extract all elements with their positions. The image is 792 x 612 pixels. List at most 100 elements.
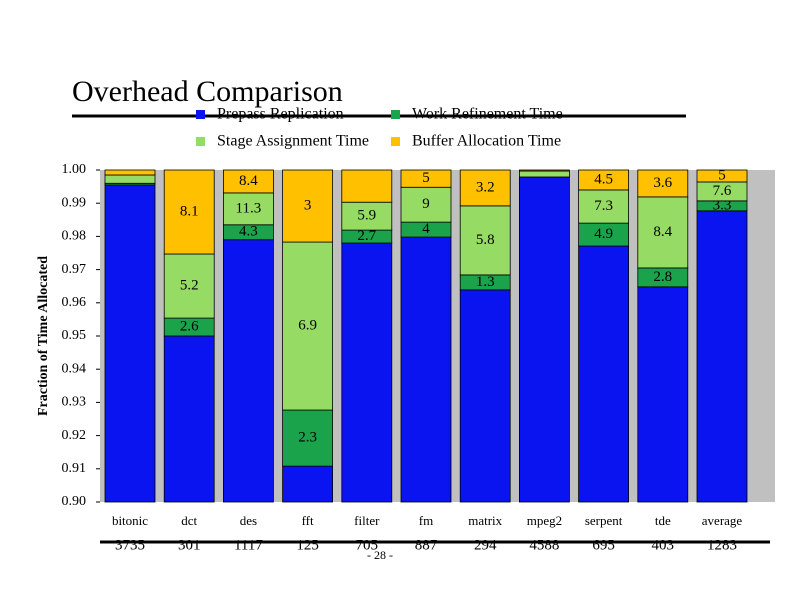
x-tick-label: fft xyxy=(302,513,314,528)
bar-segment xyxy=(696,210,748,503)
bottom-value: 403 xyxy=(652,537,675,553)
bar-segment xyxy=(282,241,334,411)
bar-segment xyxy=(459,205,511,276)
segment-label: 5.8 xyxy=(476,232,495,248)
legend-swatch xyxy=(391,110,400,119)
bar-segment xyxy=(578,189,629,224)
segment-label: 6.9 xyxy=(298,317,317,333)
segment-label: 5.9 xyxy=(357,208,376,224)
x-tick-label: average xyxy=(702,513,743,528)
bar-segment xyxy=(104,184,156,503)
bottom-value: 4588 xyxy=(529,537,559,553)
legend-label: Prepass Replication xyxy=(217,106,344,123)
bar-segment xyxy=(400,236,452,503)
y-axis-label: Fraction of Time Allocated xyxy=(36,256,51,416)
bar-segment xyxy=(637,169,689,198)
bar-segment xyxy=(104,174,156,184)
bar-segment xyxy=(341,169,393,203)
x-tick-label: bitonic xyxy=(112,513,148,528)
bar-segment xyxy=(519,170,570,178)
y-tick-label: 0.96 xyxy=(62,295,87,310)
legend-swatch xyxy=(196,137,205,146)
segment-label: 7.6 xyxy=(713,183,732,199)
y-tick-label: 0.99 xyxy=(62,195,87,210)
bottom-value: 294 xyxy=(474,537,497,553)
segment-label: 3 xyxy=(304,197,312,213)
bottom-value: 1117 xyxy=(234,537,263,553)
bar-segment xyxy=(282,409,334,467)
bar-segment xyxy=(519,169,570,172)
bar-segment xyxy=(578,245,629,503)
bar-segment xyxy=(282,465,334,503)
y-tick-label: 0.95 xyxy=(62,328,87,343)
segment-label: 7.3 xyxy=(594,198,613,214)
segment-label: 4 xyxy=(422,221,430,237)
bar-segment xyxy=(222,169,274,194)
x-tick-label: serpent xyxy=(585,513,623,528)
segment-label: 5 xyxy=(718,167,726,183)
y-tick-label: 0.91 xyxy=(62,461,87,476)
bar-segment xyxy=(459,289,511,503)
bottom-value: 3735 xyxy=(115,537,145,553)
bar-segment xyxy=(104,169,156,176)
segment-label: 2.8 xyxy=(653,269,672,285)
segment-label: 2.7 xyxy=(357,228,376,244)
segment-label: 4.9 xyxy=(594,226,613,242)
bar-segment xyxy=(637,196,689,269)
segment-label: 8.1 xyxy=(180,203,199,219)
bottom-value: 887 xyxy=(415,537,438,553)
y-tick-label: 0.94 xyxy=(62,361,87,376)
segment-label: 2.3 xyxy=(298,430,317,446)
chart-title: Overhead Comparison xyxy=(72,75,343,108)
bottom-value: 301 xyxy=(178,537,201,553)
bar-segment xyxy=(163,169,215,255)
bar-segment xyxy=(400,169,452,188)
x-tick-label: matrix xyxy=(468,513,502,528)
segment-label: 5 xyxy=(422,170,430,186)
page-number: - 28 - xyxy=(367,548,393,562)
segment-label: 8.4 xyxy=(239,173,258,189)
bottom-value: 125 xyxy=(296,537,319,553)
y-tick-label: 0.97 xyxy=(62,262,87,277)
bar-segment xyxy=(341,242,393,503)
y-tick-label: 0.93 xyxy=(62,395,87,410)
legend-label: Buffer Allocation Time xyxy=(412,133,561,150)
segment-label: 3.6 xyxy=(653,175,672,191)
x-tick-label: dct xyxy=(181,513,197,528)
bar-segment xyxy=(459,169,511,207)
x-tick-label: mpeg2 xyxy=(527,513,562,528)
x-tick-label: fm xyxy=(419,513,433,528)
y-tick-label: 0.92 xyxy=(62,428,87,443)
bar-segment xyxy=(222,239,274,503)
bar-segment xyxy=(696,169,748,183)
segment-label: 3.3 xyxy=(713,197,732,213)
segment-label: 3.2 xyxy=(476,179,495,195)
segment-label: 8.4 xyxy=(653,224,672,240)
y-tick-label: 0.98 xyxy=(62,229,87,244)
segment-label: 1.3 xyxy=(476,274,495,290)
bar-segment xyxy=(282,169,334,243)
legend-swatch xyxy=(391,137,400,146)
segment-label: 4.3 xyxy=(239,224,258,240)
bar-segment xyxy=(163,335,215,503)
segment-label: 9 xyxy=(422,196,430,212)
x-tick-label: tde xyxy=(655,513,671,528)
bottom-value: 695 xyxy=(592,537,615,553)
segment-label: 4.5 xyxy=(594,171,613,187)
legend-swatch xyxy=(196,110,205,119)
segment-label: 5.2 xyxy=(180,277,199,293)
legend-label: Stage Assignment Time xyxy=(217,133,369,150)
bar-segment xyxy=(519,176,570,503)
bottom-value: 1283 xyxy=(707,537,737,553)
x-tick-label: filter xyxy=(354,513,380,528)
x-tick-label: des xyxy=(240,513,257,528)
bar-segment xyxy=(341,201,393,231)
y-tick-label: 0.90 xyxy=(62,494,87,509)
bottom-value: 705 xyxy=(356,537,379,553)
segment-label: 2.6 xyxy=(180,318,199,334)
segment-label: 11.3 xyxy=(236,200,262,216)
legend-label: Work Refinement Time xyxy=(412,106,563,123)
bar-segment xyxy=(637,286,689,503)
